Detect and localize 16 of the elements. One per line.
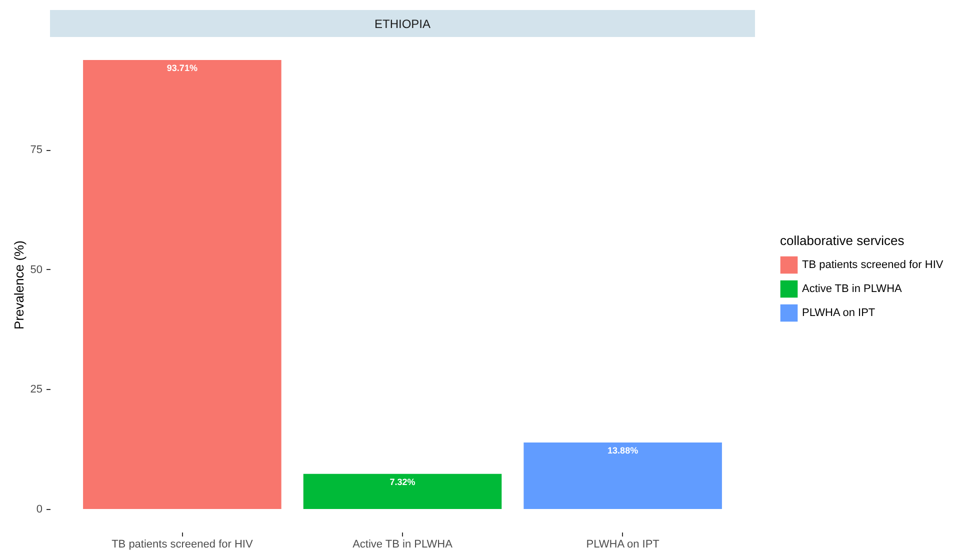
text: 13.88% (608, 445, 638, 456)
y-tick-label: 75 (30, 144, 42, 156)
x-tick-label: PLWHA on IPT (586, 538, 660, 550)
y-tick-label: 0 (36, 504, 42, 516)
x-tick-label: Active TB in PLWHA (352, 538, 454, 550)
legend-label: Active TB in PLWHA (802, 283, 903, 295)
legend-title: collaborative services (780, 233, 905, 248)
text: 93.71% (166, 63, 198, 73)
chart-title: ETHIOPIA (50, 10, 755, 37)
legend-label: TB patients screened for HIV (802, 259, 944, 271)
legend-label: PLWHA on IPT (802, 307, 876, 319)
y-tick-label: 25 (30, 384, 42, 396)
y-tick-label: 50 (30, 264, 42, 276)
x-tick-label: TB patients screened for HIV (112, 538, 254, 550)
text: 7.32% (390, 476, 416, 487)
y-axis-title: Prevalence (%) (11, 240, 26, 330)
